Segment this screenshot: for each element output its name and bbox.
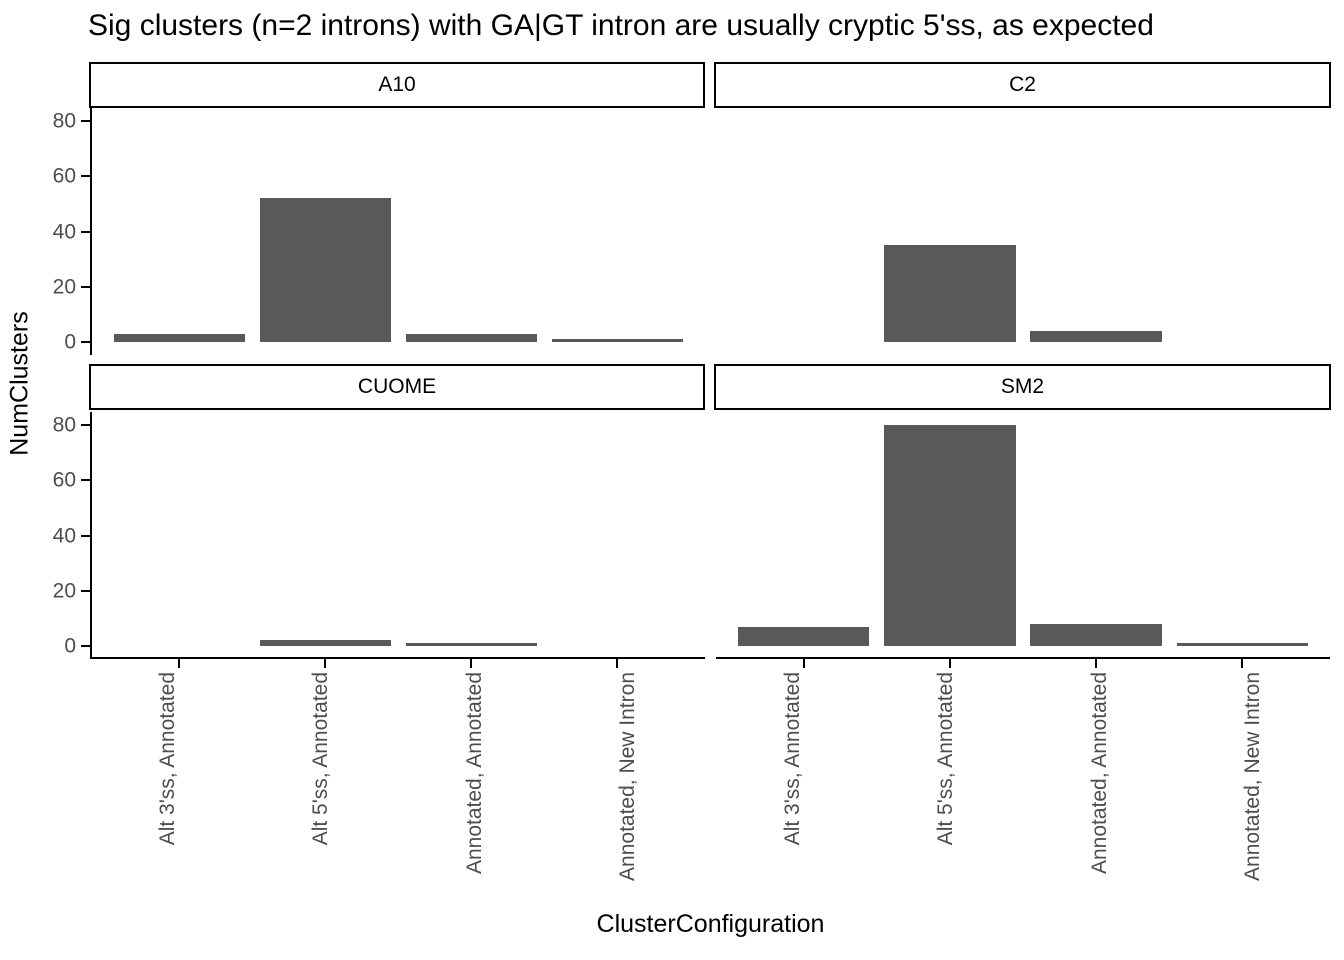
- y-tick-mark: [81, 175, 90, 178]
- panel-cuome: [92, 414, 705, 657]
- facet-strip-label: CUOME: [357, 375, 437, 398]
- x-tick-label-slot: Alt 3'ss, Annotated: [716, 672, 870, 907]
- x-tick-label: Annotated, Annotated: [1087, 672, 1111, 875]
- x-tick-mark: [470, 659, 473, 668]
- panel-c2: [716, 110, 1330, 353]
- y-tick-mark: [81, 479, 90, 482]
- x-tick-label-slot: Alt 5'ss, Annotated: [870, 672, 1024, 907]
- facet-strip-label: A10: [378, 73, 416, 96]
- y-axis-title-wrap: NumClusters: [0, 110, 40, 657]
- x-tick-mark: [802, 659, 805, 668]
- bar: [259, 198, 392, 342]
- bar: [884, 425, 1016, 646]
- x-tick-label: Annotated, New Intron: [616, 672, 640, 881]
- bar: [551, 339, 684, 342]
- facet-strip-label: SM2: [1000, 375, 1045, 398]
- y-tick-mark: [81, 230, 90, 233]
- y-tick-label: 60: [52, 164, 76, 188]
- x-tick-mark: [1241, 659, 1244, 668]
- x-tick-label: Annotated, New Intron: [1241, 672, 1265, 881]
- x-tick-label: Annotated, Annotated: [462, 672, 486, 875]
- x-tick-mark: [1095, 659, 1098, 668]
- x-tick-label: Alt 5'ss, Annotated: [934, 672, 958, 846]
- facet-strip-a10: A10: [89, 62, 705, 108]
- bar: [405, 333, 538, 342]
- y-tick-label: 0: [64, 330, 76, 354]
- x-tick-mark: [177, 659, 180, 668]
- bar: [1176, 643, 1309, 646]
- y-tick-mark: [81, 120, 90, 123]
- facet-strip-label: C2: [1009, 73, 1036, 96]
- y-axis-line-row1: [90, 108, 92, 355]
- facet-strip-c2: C2: [714, 62, 1331, 108]
- y-tick-mark: [81, 340, 90, 343]
- x-tick-mark: [616, 659, 619, 668]
- x-tick-label: Alt 3'ss, Annotated: [780, 672, 804, 846]
- x-axis-ticks-left: [91, 659, 705, 668]
- x-tick-label: Alt 5'ss, Annotated: [309, 672, 333, 846]
- x-tick-label-slot: Annotated, New Intron: [1177, 672, 1331, 907]
- x-axis-ticks-right: [716, 659, 1330, 668]
- y-axis-ticks-row2: 0 20 40 60 80: [40, 414, 90, 657]
- bar: [113, 333, 246, 342]
- y-tick-mark: [81, 424, 90, 427]
- bar: [1030, 330, 1162, 342]
- bar: [737, 626, 870, 646]
- y-tick-mark: [81, 285, 90, 288]
- x-axis-labels-right: Alt 3'ss, Annotated Alt 5'ss, Annotated An…: [716, 672, 1330, 907]
- y-axis-ticks-row1: 0 20 40 60 80: [40, 110, 90, 353]
- bar: [1030, 623, 1162, 646]
- x-axis-line-right: [716, 657, 1330, 659]
- y-tick-label: 20: [52, 275, 76, 299]
- x-tick-mark: [948, 659, 951, 668]
- y-tick-label: 40: [52, 220, 76, 243]
- x-axis-title: ClusterConfiguration: [596, 910, 825, 938]
- y-axis-line-row2: [90, 412, 92, 659]
- facet-strip-cuome: CUOME: [89, 364, 705, 410]
- x-tick-label-slot: Alt 3'ss, Annotated: [91, 672, 245, 907]
- y-tick-mark: [81, 644, 90, 647]
- bar: [884, 245, 1016, 342]
- facet-strip-sm2: SM2: [714, 364, 1331, 410]
- x-axis-labels-left: Alt 3'ss, Annotated Alt 5'ss, Annotated An…: [91, 672, 705, 907]
- y-tick-label: 60: [52, 468, 76, 492]
- panel-sm2: [716, 414, 1330, 657]
- x-tick-label-slot: Annotated, Annotated: [1023, 672, 1177, 907]
- y-tick-label: 40: [52, 524, 76, 547]
- x-axis-line-left: [90, 657, 705, 659]
- y-tick-label: 80: [52, 109, 76, 133]
- y-tick-label: 80: [52, 413, 76, 437]
- x-tick-label-slot: Annotated, Annotated: [398, 672, 552, 907]
- y-tick-mark: [81, 534, 90, 537]
- y-tick-label: 0: [64, 634, 76, 658]
- x-tick-label: Alt 3'ss, Annotated: [155, 672, 179, 846]
- panel-a10: [92, 110, 705, 353]
- x-tick-label-slot: Alt 5'ss, Annotated: [245, 672, 399, 907]
- y-tick-label: 20: [52, 579, 76, 603]
- plot-title: Sig clusters (n=2 introns) with GA|GT in…: [88, 9, 1154, 42]
- bar: [405, 643, 538, 646]
- bar: [259, 640, 392, 646]
- x-tick-mark: [323, 659, 326, 668]
- y-axis-title: NumClusters: [5, 311, 34, 456]
- x-tick-label-slot: Annotated, New Intron: [552, 672, 706, 907]
- y-tick-mark: [81, 589, 90, 592]
